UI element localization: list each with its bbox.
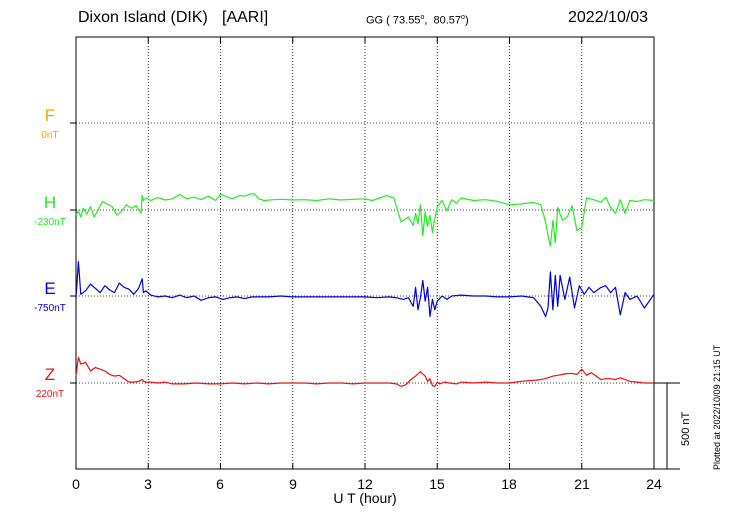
channel-z-offset: 220nT	[35, 389, 65, 400]
series-z-line	[75, 356, 654, 387]
grid	[76, 37, 654, 469]
traces	[75, 193, 655, 387]
channel-h-label: H	[43, 193, 57, 212]
series-e-line	[75, 261, 655, 318]
channel-f-label: F	[44, 106, 56, 125]
channel-e-label: E	[44, 279, 56, 298]
station-title: Dixon Island (DIK)	[78, 9, 208, 26]
channel-e-offset: -750nT	[34, 303, 66, 314]
x-axis-label: U T (hour)	[333, 490, 397, 506]
scale-bar	[654, 382, 680, 470]
scale-bar-label: 500 nT	[680, 411, 692, 446]
institute-label: [AARI]	[222, 9, 269, 26]
x-tick-label-3: 3	[144, 476, 152, 492]
channel-z-label: Z	[44, 365, 56, 384]
gg-prefix: GG (	[366, 14, 390, 27]
geographic-coordinates: GG ( 73.55o, 80.57o)	[366, 14, 469, 27]
x-tick-label-15: 15	[429, 476, 445, 492]
channel-f-offset: 0nT	[41, 130, 59, 141]
x-tick-label-0: 0	[72, 476, 80, 492]
x-tick-label-21: 21	[574, 476, 590, 492]
channel-h-offset: -230nT	[34, 217, 66, 228]
series-h-line	[75, 193, 655, 247]
date-label: 2022/10/03	[568, 9, 649, 26]
x-tick-label-6: 6	[216, 476, 224, 492]
x-tick-label-24: 24	[646, 476, 662, 492]
gg-longitude: 80.57	[433, 14, 462, 27]
x-tick-label-12: 12	[357, 476, 373, 492]
x-tick-label-18: 18	[501, 476, 517, 492]
x-tick-label-9: 9	[289, 476, 297, 492]
x-ticks	[70, 37, 655, 469]
gg-latitude: 73.55	[392, 14, 421, 27]
plotted-timestamp: Plotted at 2022/10/09 21:15 UT	[712, 344, 722, 470]
